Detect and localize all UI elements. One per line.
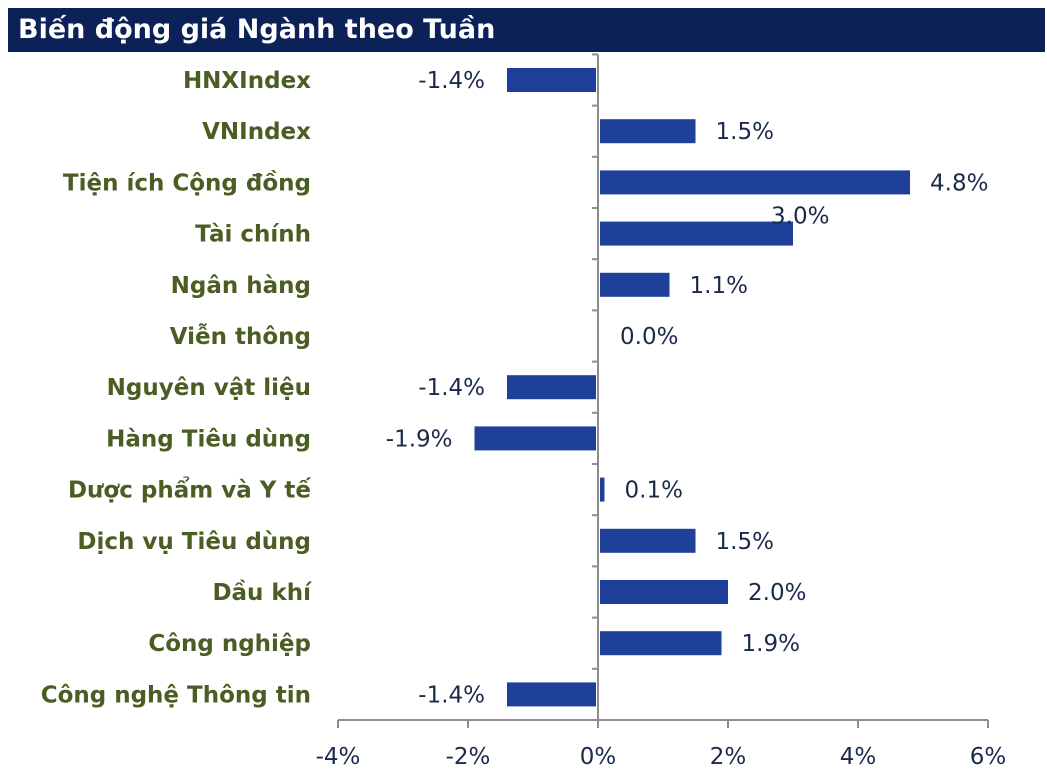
value-label: 3.0% bbox=[771, 204, 829, 230]
category-label: Dược phẩm và Y tế bbox=[68, 476, 311, 504]
bar bbox=[600, 272, 670, 297]
category-label: HNXIndex bbox=[183, 68, 311, 94]
category-label: VNIndex bbox=[202, 119, 311, 145]
value-label: 0.0% bbox=[620, 324, 678, 350]
x-tick-label: 6% bbox=[970, 744, 1007, 770]
x-tick-label: 4% bbox=[840, 744, 877, 770]
value-label: 1.5% bbox=[716, 119, 774, 145]
bar bbox=[474, 426, 596, 451]
bar bbox=[600, 221, 793, 246]
value-label: 0.1% bbox=[625, 478, 683, 504]
value-label: 1.1% bbox=[690, 273, 748, 299]
value-label: -1.4% bbox=[418, 375, 485, 401]
x-tick-label: 2% bbox=[710, 744, 747, 770]
bars-group bbox=[474, 68, 910, 707]
category-labels-group: HNXIndex VNIndex Tiện ích Cộng đồng Tài chí… bbox=[41, 68, 312, 708]
x-tick-label: -2% bbox=[446, 744, 491, 770]
value-label: 1.9% bbox=[742, 631, 800, 657]
bar bbox=[600, 119, 696, 144]
category-label: Ngân hàng bbox=[171, 273, 311, 299]
category-label: Tiện ích Cộng đồng bbox=[63, 169, 311, 196]
chart-title: Biến động giá Ngành theo Tuần bbox=[8, 8, 1045, 52]
value-label: 2.0% bbox=[748, 580, 806, 606]
value-label: -1.4% bbox=[418, 682, 485, 708]
category-label: Công nghiệp bbox=[148, 631, 311, 657]
value-label: -1.9% bbox=[386, 426, 453, 452]
bar bbox=[600, 580, 728, 604]
category-label: Dầu khí bbox=[212, 579, 312, 606]
bar bbox=[600, 477, 605, 502]
value-label: -1.4% bbox=[418, 68, 485, 94]
x-tick-label: -4% bbox=[316, 744, 361, 770]
bar bbox=[507, 375, 596, 400]
bar bbox=[600, 170, 910, 195]
bar bbox=[600, 631, 722, 656]
category-label: Nguyên vật liệu bbox=[107, 375, 311, 401]
category-label: Tài chính bbox=[195, 222, 311, 248]
category-label: Dịch vụ Tiêu dùng bbox=[77, 529, 311, 555]
axes-group: -4% -2% 0% 2% 4% 6% bbox=[316, 53, 1007, 770]
category-label: Hàng Tiêu dùng bbox=[106, 426, 311, 452]
category-label: Viễn thông bbox=[170, 323, 311, 350]
x-tick-label: 0% bbox=[580, 744, 617, 770]
bar bbox=[507, 68, 596, 92]
category-label: Công nghệ Thông tin bbox=[41, 682, 311, 708]
value-labels-group: -1.4% 1.5% 4.8% 3.0% 1.1% 0.0% -1.4% -1.9% 0.1% 1… bbox=[386, 68, 989, 708]
bar bbox=[600, 528, 696, 553]
bar bbox=[507, 682, 596, 707]
value-label: 4.8% bbox=[930, 170, 988, 196]
value-label: 1.5% bbox=[716, 529, 774, 555]
